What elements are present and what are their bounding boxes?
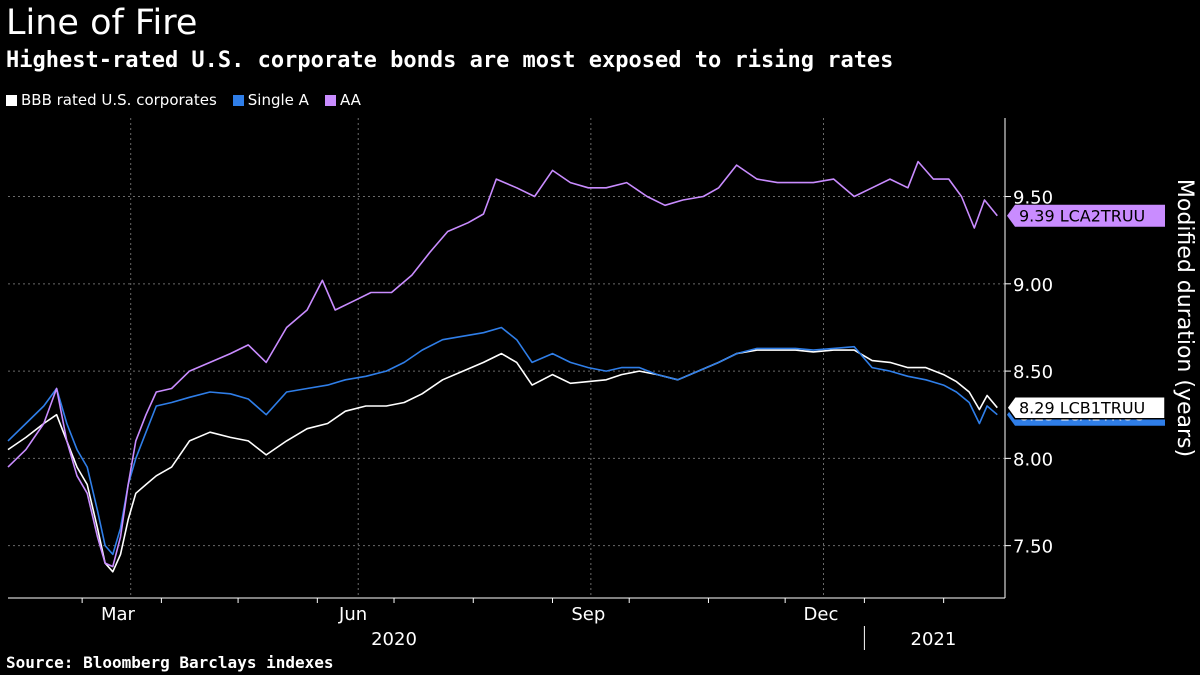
x-tick-label: Mar (101, 604, 136, 625)
source-note: Source: Bloomberg Barclays indexes (6, 653, 334, 672)
end-value-tag-2: 9.39 LCA2TRUU (1007, 204, 1165, 227)
legend-item-single-a: Single A (232, 90, 309, 110)
end-value-tag-label: 8.29 LCB1TRUU (1019, 399, 1145, 418)
end-value-tag-bg (1007, 204, 1165, 227)
legend-swatch-bbb (6, 94, 17, 106)
legend: BBB rated U.S. corporates Single A AA (6, 90, 361, 110)
year-label: 2020 (371, 629, 417, 650)
y-axis-label: Modified duration (years) (1172, 179, 1197, 457)
y-tick-label: 9.00 (1013, 275, 1053, 296)
x-tick-label: Sep (571, 604, 605, 625)
legend-label-bbb: BBB rated U.S. corporates (21, 91, 217, 109)
y-tick-label: 9.50 (1013, 188, 1053, 209)
chart-subtitle: Highest-rated U.S. corporate bonds are m… (6, 48, 894, 73)
x-tick-label: Jun (338, 604, 367, 625)
legend-swatch-single-a (232, 94, 244, 106)
y-tick-label: 8.00 (1013, 449, 1053, 470)
series-line-1 (7, 326, 998, 556)
legend-item-aa: AA (324, 90, 361, 110)
y-tick-label: 7.50 (1013, 537, 1053, 558)
series-line-2 (7, 160, 998, 568)
legend-item-bbb: BBB rated U.S. corporates (6, 90, 217, 110)
legend-label-aa: AA (339, 91, 361, 109)
chart-title: Line of Fire (6, 3, 198, 43)
year-label: 2021 (911, 629, 957, 650)
series-line-0 (7, 349, 998, 573)
y-tick-label: 8.50 (1013, 362, 1053, 383)
x-tick-label: Dec (804, 604, 839, 625)
end-value-tag-0: 8.29 LCB1TRUU (1006, 395, 1166, 420)
end-value-tag-bg (1006, 395, 1166, 420)
legend-label-single-a: Single A (247, 91, 309, 109)
legend-swatch-aa (324, 94, 336, 106)
end-value-tag-label: 9.39 LCA2TRUU (1019, 207, 1145, 226)
